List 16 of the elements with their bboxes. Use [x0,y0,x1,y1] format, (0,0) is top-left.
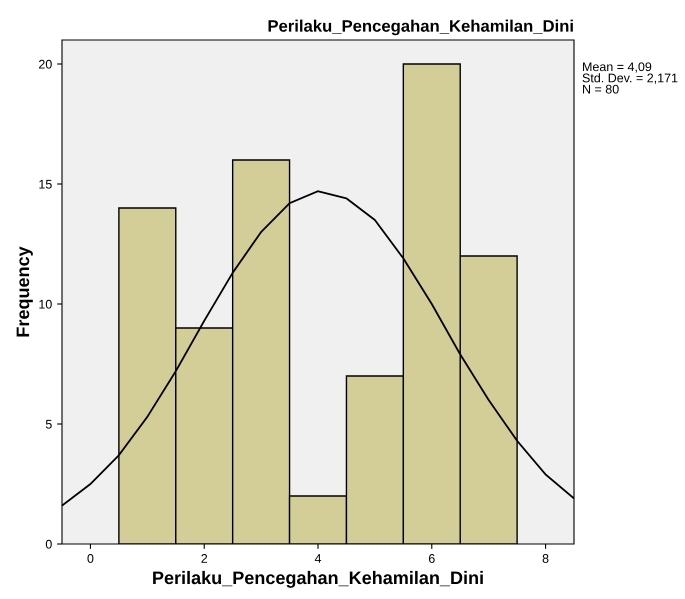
x-tick-label: 0 [87,554,94,563]
y-tick-label: 0 [46,540,52,549]
y-tick-label: 10 [39,300,52,309]
y-tick-label: 5 [46,420,52,429]
x-tick-label: 8 [542,554,548,563]
x-tick-label: 6 [428,554,435,563]
y-tick-label: 15 [39,180,52,189]
chart-title: Perilaku_Pencegahan_Kehamilan_Dini [268,20,573,36]
y-tick-label: 20 [39,60,52,69]
x-axis-title: Perilaku_Pencegahan_Kehamilan_Dini [153,570,483,588]
text: Std. Dev. = 2,171 [582,73,678,84]
x-tick-label: 4 [314,554,322,563]
text: Mean = 4,09 [583,62,652,73]
x-tick-label: 2 [201,554,208,563]
y-axis-title: Frequency [16,246,33,336]
text: N = 80 [583,84,619,94]
